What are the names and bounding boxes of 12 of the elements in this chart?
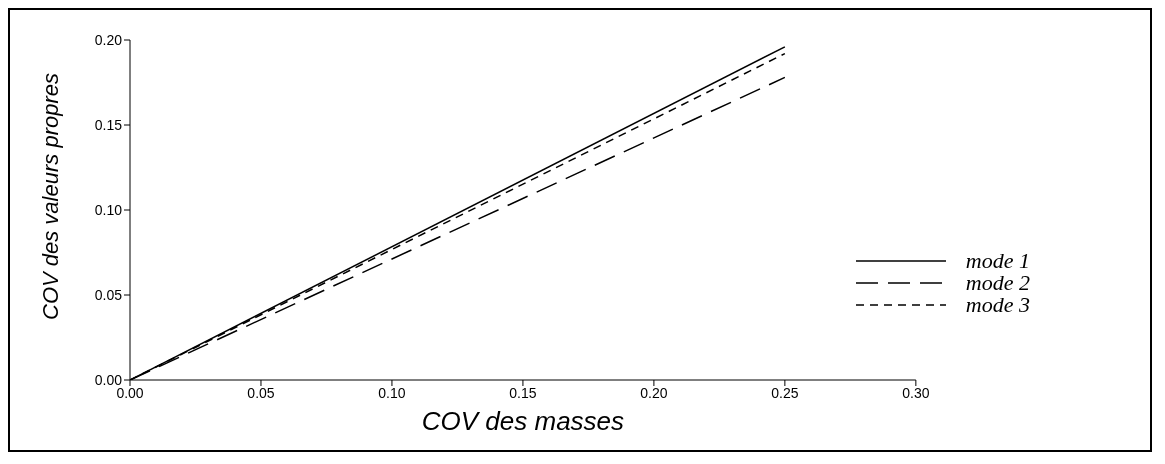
y-tick-label: 0.20 [94,31,123,48]
x-tick-label: 0.10 [378,384,406,401]
y-tick-label: 0.05 [94,286,123,303]
y-tick-label: 0.10 [94,201,123,218]
y-axis-title: COV des valeurs propres [37,73,63,320]
x-tick-label: 0.15 [509,384,537,401]
x-tick-label: 0.30 [902,384,930,401]
x-tick-label: 0.20 [640,384,668,401]
x-axis-title: COV des masses [421,406,625,436]
y-tick-label: 0.15 [94,116,123,133]
x-tick-label: 0.05 [247,384,275,401]
x-tick-label: 0.25 [771,384,799,401]
